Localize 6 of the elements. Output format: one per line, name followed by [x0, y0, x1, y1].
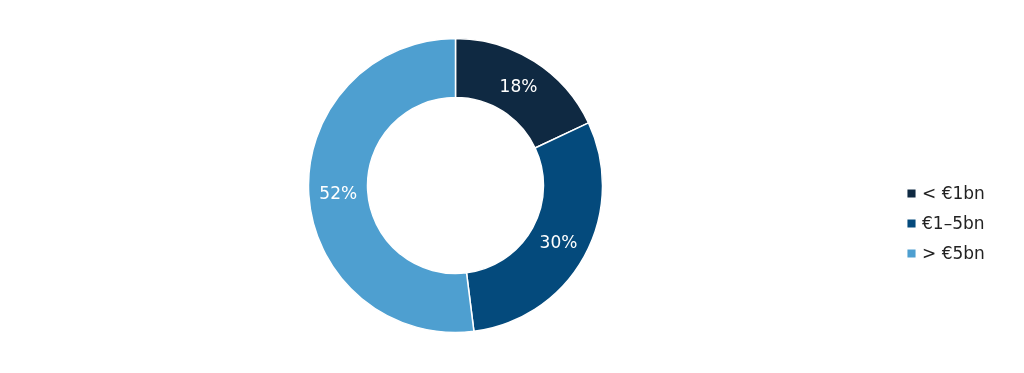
- legend-label: < €1bn: [922, 183, 985, 203]
- legend-label: > €5bn: [922, 243, 985, 263]
- data-label: 30%: [539, 232, 578, 253]
- legend-label: €1–5bn: [922, 213, 985, 233]
- data-label: 52%: [319, 182, 358, 203]
- data-label: 18%: [499, 76, 538, 97]
